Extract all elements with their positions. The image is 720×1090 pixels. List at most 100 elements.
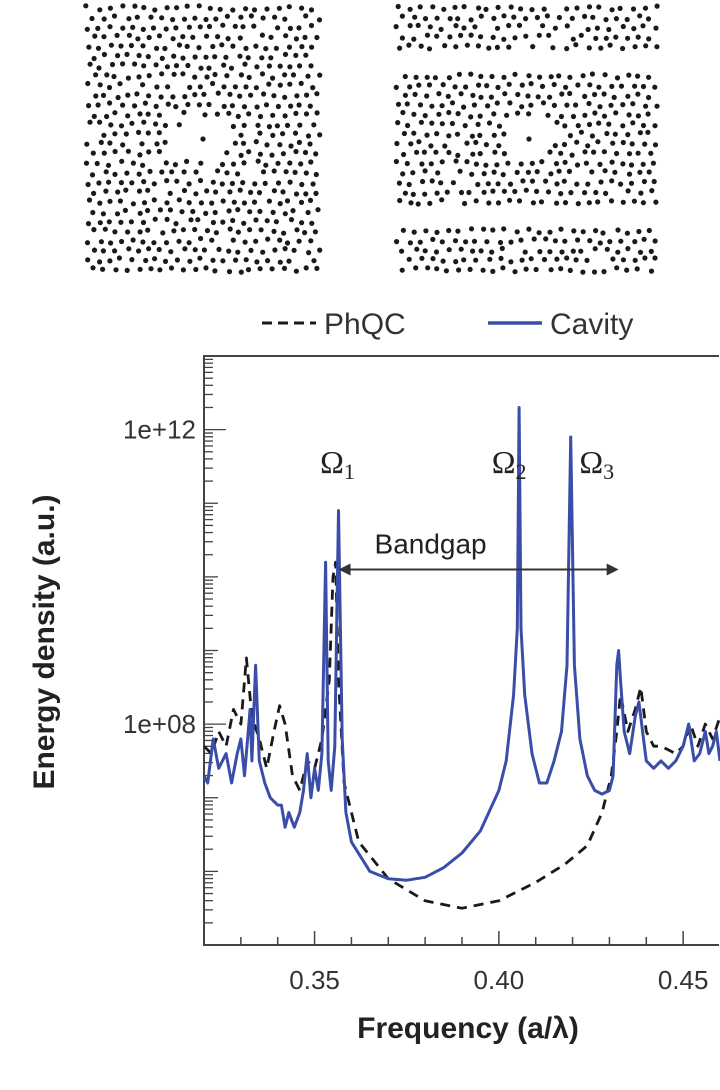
lattice-rod (97, 220, 103, 226)
lattice-rod (580, 269, 586, 275)
lattice-rod (436, 111, 442, 117)
lattice-rod (440, 258, 446, 264)
lattice-rod (203, 54, 209, 60)
lattice-rod (484, 239, 490, 245)
lattice-rod (128, 42, 134, 49)
lattice-rod (446, 75, 452, 81)
lattice-rod (519, 82, 525, 88)
lattice-rod (426, 46, 433, 52)
lattice-rod (625, 132, 631, 138)
lattice-rod (207, 5, 213, 11)
lattice-rod (473, 139, 479, 145)
lattice-rod (104, 113, 110, 120)
lattice-rod (501, 74, 507, 80)
lattice-rod (248, 92, 254, 98)
lattice-rod (92, 33, 98, 39)
peak-annotation-omega-3: Ω3 (579, 444, 614, 484)
lattice-rod (567, 90, 573, 97)
lattice-rod (120, 25, 126, 31)
lattice-rod (145, 54, 151, 60)
lattice-rod (294, 93, 300, 99)
lattice-rod (216, 246, 222, 252)
lattice-rod (103, 188, 109, 194)
lattice-rod (294, 227, 300, 233)
lattice-rod (591, 269, 598, 275)
lattice-rod (246, 74, 252, 80)
lattice-rod (134, 91, 140, 97)
lattice-rod (564, 23, 570, 29)
lattice-rod (310, 85, 316, 91)
lattice-rod (652, 84, 658, 90)
lattice-rod (283, 33, 289, 39)
lattice-rod (494, 162, 500, 168)
lattice-rod (137, 210, 143, 216)
lattice-rod (290, 72, 297, 78)
lattice-rod (210, 219, 216, 226)
lattice-rod (528, 102, 534, 108)
lattice-rod (215, 90, 221, 96)
lattice-rod (315, 207, 321, 213)
lattice-rod (162, 45, 168, 52)
lattice-rod (396, 180, 402, 186)
lattice-rod (237, 93, 243, 99)
lattice-rod (564, 255, 570, 261)
lattice-rod (487, 256, 493, 262)
lattice-rod (293, 36, 299, 42)
lattice-rod (227, 91, 233, 97)
lattice-rod (618, 181, 624, 187)
lattice-rod (93, 72, 99, 78)
lattice-rod (434, 190, 440, 196)
lattice-rod (625, 188, 631, 194)
lattice-rod (430, 236, 436, 242)
lattice-rod (314, 91, 320, 97)
lattice-rod (417, 4, 423, 10)
lattice-rod (529, 160, 535, 166)
lattice-rod (280, 151, 286, 157)
lattice-rod (158, 94, 164, 100)
lattice-rod (610, 256, 616, 262)
lattice-rod (270, 75, 276, 81)
lattice-rod (164, 216, 170, 222)
lattice-rod (545, 189, 552, 195)
lattice-rod (638, 190, 644, 196)
lattice-rod (425, 265, 431, 271)
lattice-rod (253, 43, 259, 49)
lattice-rod (107, 100, 113, 106)
lattice-rod (486, 200, 492, 206)
lattice-rod (83, 160, 90, 166)
lattice-rod (463, 239, 469, 245)
lattice-rod (296, 139, 302, 145)
lattice-rod (485, 181, 491, 187)
lattice-rod (562, 238, 568, 244)
lattice-rod (559, 249, 565, 255)
lattice-rod (422, 248, 428, 254)
lattice-rod (141, 4, 147, 11)
lattice-rod (575, 201, 581, 207)
lattice-rod (299, 44, 305, 50)
lattice-rod (422, 16, 429, 22)
peak-annotation-symbol: Ω (492, 444, 516, 480)
lattice-rod (429, 120, 435, 126)
lattice-rod (530, 200, 537, 206)
lattice-rod (118, 219, 124, 225)
lattice-rod (246, 149, 252, 155)
lattice-rod (146, 93, 152, 99)
lattice-rod (429, 178, 435, 184)
lattice-rod (446, 247, 452, 253)
lattice-rod (230, 217, 236, 224)
lattice-rod (571, 228, 577, 234)
lattice-rod (305, 73, 311, 79)
lattice-rod (290, 208, 296, 214)
lattice-rod (243, 257, 249, 263)
lattice-rod (470, 151, 476, 157)
lattice-rod (640, 200, 647, 206)
lattice-rod (642, 141, 648, 147)
lattice-rod (130, 24, 136, 30)
lattice-rod (556, 168, 562, 174)
lattice-rod (584, 257, 590, 263)
lattice-rod (120, 3, 126, 9)
lattice-rod (176, 197, 182, 203)
lattice-rod (543, 236, 549, 242)
lattice-rod (424, 32, 431, 38)
lattice-rod (96, 180, 102, 186)
